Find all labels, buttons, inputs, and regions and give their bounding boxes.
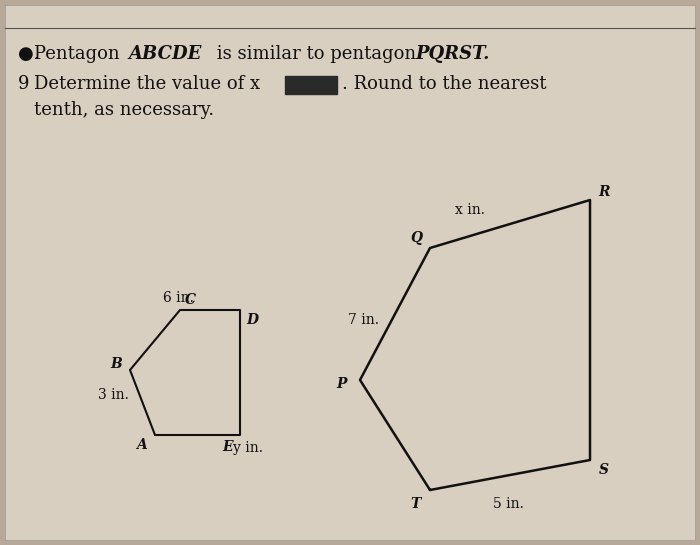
Bar: [285, 76, 337, 94]
Text: S: S: [599, 463, 609, 477]
Text: B: B: [110, 357, 122, 371]
Text: is similar to pentagon: is similar to pentagon: [211, 45, 422, 63]
Text: T: T: [411, 497, 421, 511]
Text: Determine the value of x: Determine the value of x: [34, 75, 260, 93]
Text: E: E: [223, 440, 233, 454]
Text: y in.: y in.: [233, 441, 263, 455]
Text: 7 in.: 7 in.: [347, 313, 379, 327]
Text: 9: 9: [18, 75, 29, 93]
Text: Q: Q: [410, 231, 422, 245]
Text: . Round to the nearest: . Round to the nearest: [342, 75, 547, 93]
Text: ●.: ●.: [18, 45, 40, 63]
Text: Pentagon: Pentagon: [34, 45, 125, 63]
Text: tenth, as necessary.: tenth, as necessary.: [34, 101, 214, 119]
Text: PQRST.: PQRST.: [415, 45, 489, 63]
Text: D: D: [246, 313, 258, 327]
Text: R: R: [598, 185, 610, 199]
Text: P: P: [337, 377, 347, 391]
Text: C: C: [185, 293, 195, 307]
Text: 6 in.: 6 in.: [162, 291, 193, 305]
Text: x in.: x in.: [455, 203, 485, 217]
Text: 3 in.: 3 in.: [97, 388, 128, 402]
Text: 5 in.: 5 in.: [493, 497, 524, 511]
Text: A: A: [136, 438, 146, 452]
Text: ABCDE: ABCDE: [128, 45, 202, 63]
